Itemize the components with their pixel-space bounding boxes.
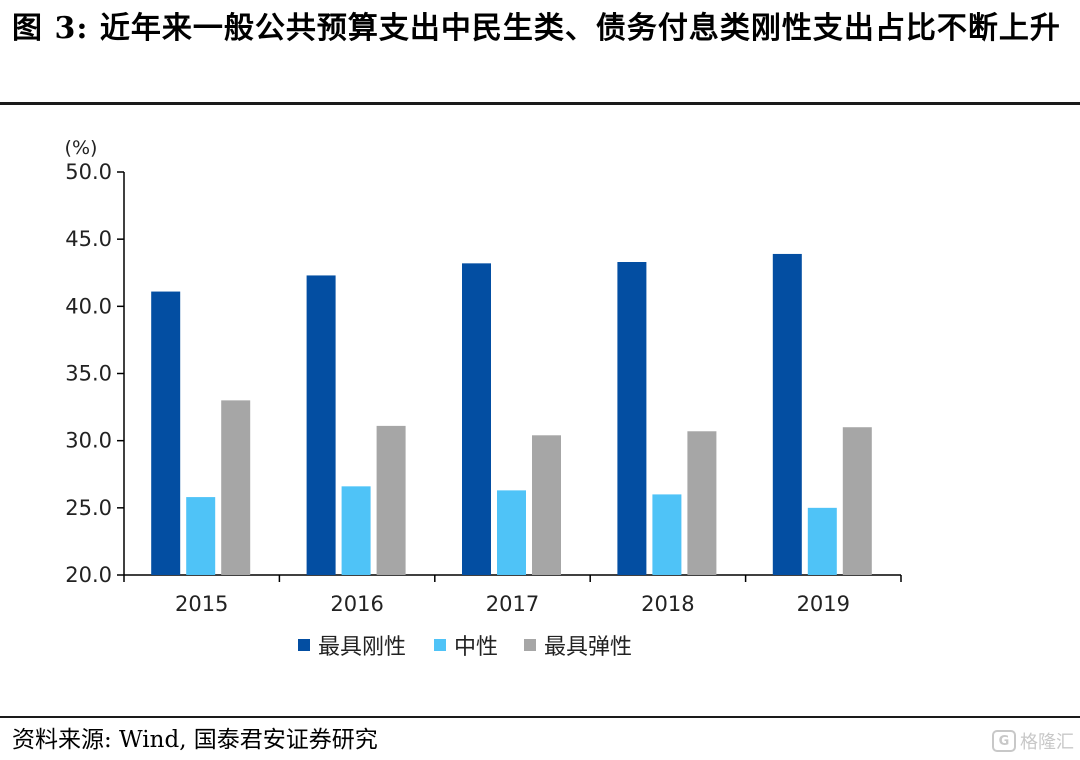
x-category-label: 2019 [797,592,850,616]
bar-2017-series-1 [497,490,526,575]
bar-2018-series-1 [652,494,682,575]
y-ticks: 20.0 25.0 30.0 35.0 40.0 45.0 50.0 [65,160,124,587]
bar-2016-series-1 [341,486,371,575]
bar-2019-series-2 [842,427,872,575]
bar-2018-series-0 [617,262,647,575]
legend: 最具刚性 中性 最具弹性 [298,635,632,660]
bar-2018-series-2 [687,431,717,575]
top-divider [0,102,1080,105]
bars [151,253,872,575]
y-tick-label: 25.0 [65,496,112,520]
x-category-label: 2016 [330,592,383,616]
y-tick-label: 50.0 [65,160,112,184]
bar-chart: (%) 20.025.030.035.040.045.050.0 2015 201… [65,137,902,660]
bar-2016-series-2 [376,425,406,575]
x-category-label: 2017 [486,592,539,616]
bar-2016-series-0 [306,275,336,575]
watermark: G 格隆汇 [992,726,1074,756]
y-tick-label: 30.0 [65,429,112,453]
legend-swatch [524,639,536,651]
y-tick-label: 20.0 [65,563,112,587]
legend-label: 最具刚性 [318,635,406,660]
x-category-label: 2015 [175,592,228,616]
watermark-text: 格隆汇 [1020,732,1074,753]
watermark-logo-icon: G [992,730,1016,752]
legend-swatch [298,639,310,651]
chart-title: 图 3: 近年来一般公共预算支出中民生类、债务付息类刚性支出占比不断上升 [12,11,1061,46]
bar-2015-series-1 [186,497,216,575]
bar-2017-series-0 [462,263,491,575]
bar-2015-series-0 [151,291,181,575]
legend-label: 最具弹性 [544,635,632,660]
x-category-label: 2018 [641,592,694,616]
bar-2017-series-2 [532,435,561,575]
legend-label: 中性 [454,635,498,660]
bar-2015-series-2 [221,400,251,575]
source-note: 资料来源: Wind, 国泰君安证券研究 [12,727,378,753]
bar-2019-series-0 [772,253,802,575]
y-tick-label: 40.0 [65,294,112,318]
y-axis-unit-label: (%) [65,137,98,159]
legend-swatch [434,639,446,651]
bar-2019-series-1 [807,507,837,575]
y-tick-label: 35.0 [65,362,112,386]
bottom-divider [0,716,1080,718]
y-tick-label: 45.0 [65,227,112,251]
x-categories: 2015 2016 2017 2018 2019 [123,575,902,616]
